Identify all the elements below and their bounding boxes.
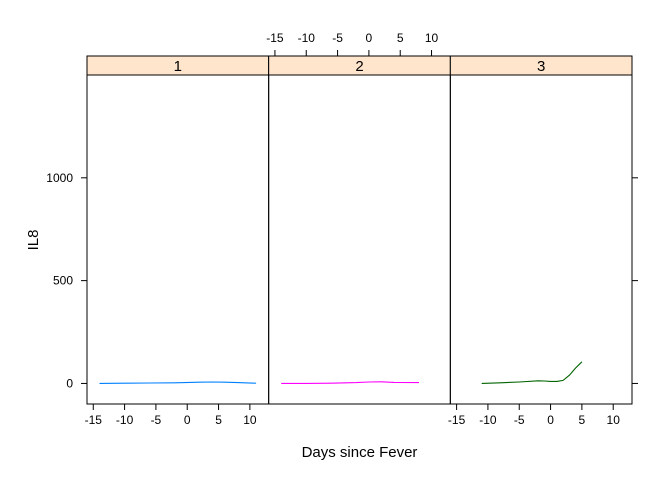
x-tick-label-bottom: 10: [607, 413, 621, 427]
x-tick-label-bottom: -15: [85, 413, 103, 427]
x-axis-title: Days since Fever: [302, 444, 418, 461]
x-tick-label-bottom: 0: [547, 413, 554, 427]
x-tick-label-bottom: 5: [579, 413, 586, 427]
x-tick-label-bottom: 0: [184, 413, 191, 427]
panel-frame-2: [268, 74, 451, 405]
x-tick-label-top: -5: [332, 31, 343, 45]
panel-frame-3: [449, 74, 633, 405]
x-tick-label-bottom: -15: [448, 413, 466, 427]
x-tick-label-bottom: 5: [215, 413, 222, 427]
x-tick-label-top: 0: [366, 31, 373, 45]
x-tick-label-bottom: -10: [479, 413, 497, 427]
panel-frame-1: [86, 74, 270, 405]
y-tick-label: 500: [53, 274, 73, 288]
strip-label-1: 1: [174, 58, 182, 75]
x-tick-label-bottom: -10: [116, 413, 134, 427]
x-tick-label-top: -10: [298, 31, 316, 45]
axes-layer: -15 -10 -5 0 5 10 -15 -10 -5 0 5 10 -15 -10 -5 0 5 10 0 500…: [46, 31, 638, 427]
series-line-2: [281, 381, 420, 384]
y-axis-title: IL8: [25, 230, 42, 251]
strip-label-3: 3: [537, 58, 545, 75]
panel-3: 3: [449, 55, 633, 405]
strip-label-2: 2: [355, 58, 363, 75]
y-tick-label: 1000: [46, 171, 73, 185]
x-tick-label-bottom: -5: [514, 413, 525, 427]
x-tick-label-bottom: 10: [243, 413, 257, 427]
y-tick-label: 0: [66, 376, 73, 390]
x-tick-label-bottom: -5: [151, 413, 162, 427]
x-tick-label-top: 10: [425, 31, 439, 45]
panels-layer: 1 2 3: [86, 55, 633, 405]
panel-2: 2: [268, 55, 451, 405]
x-tick-label-top: 5: [397, 31, 404, 45]
x-tick-label-top: -15: [266, 31, 284, 45]
panel-1: 1: [86, 55, 270, 405]
series-line-1: [99, 381, 257, 384]
series-line-3: [481, 361, 583, 384]
